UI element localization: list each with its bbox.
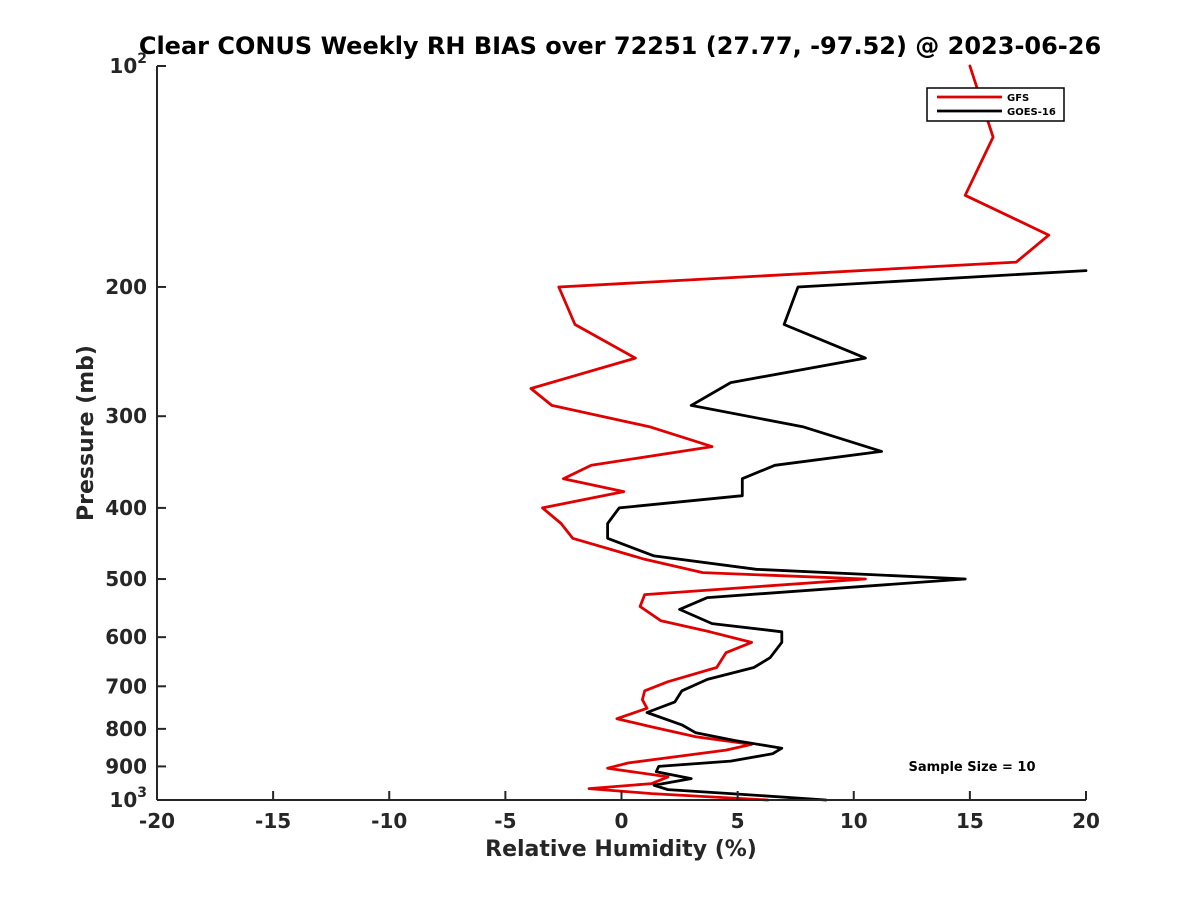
x-tick-label: -5 <box>494 809 516 833</box>
legend: GFS GOES-16 <box>926 87 1065 122</box>
x-tick-label: -20 <box>139 809 175 833</box>
x-tick-label: -10 <box>371 809 407 833</box>
chart-title: Clear CONUS Weekly RH BIAS over 72251 (2… <box>139 32 1101 60</box>
y-axis-title: Pressure (mb) <box>74 345 99 521</box>
legend-box <box>926 87 1065 122</box>
series-layer <box>529 64 1088 802</box>
y-tick-label: 103 <box>109 785 147 812</box>
sample-size-annotation: Sample Size = 10 <box>908 760 1035 775</box>
x-ticks: -20 -15 -10 -5 0 5 10 15 20 <box>139 791 1100 833</box>
x-tick-label: 0 <box>615 809 629 833</box>
series-line-goes-16 <box>606 269 1088 802</box>
x-tick-label: 5 <box>731 809 745 833</box>
y-tick-label: 700 <box>105 674 147 698</box>
y-tick-label: 500 <box>105 567 147 591</box>
y-tick-label: 300 <box>105 404 147 428</box>
series-line-gfs <box>529 64 1051 802</box>
legend-items: GFS GOES-16 <box>937 93 1056 118</box>
x-tick-label: 15 <box>956 809 984 833</box>
y-ticks: 102 200 300 400 500 600 700 800 900 103 <box>105 51 166 812</box>
y-tick-label: 800 <box>105 717 147 741</box>
y-tick-label: 200 <box>105 275 147 299</box>
x-tick-label: 20 <box>1072 809 1100 833</box>
y-tick-label: 900 <box>105 754 147 778</box>
x-axis-title: Relative Humidity (%) <box>485 837 757 862</box>
y-tick-label: 600 <box>105 625 147 649</box>
plot-area: -20 -15 -10 -5 0 5 10 15 20 102 200 300 400 500 600 70… <box>105 51 1100 833</box>
x-tick-label: -15 <box>255 809 291 833</box>
legend-label: GOES-16 <box>1007 107 1056 118</box>
legend-label: GFS <box>1007 93 1029 104</box>
y-tick-label: 102 <box>109 51 147 78</box>
x-tick-label: 10 <box>840 809 868 833</box>
y-tick-label: 400 <box>105 496 147 520</box>
